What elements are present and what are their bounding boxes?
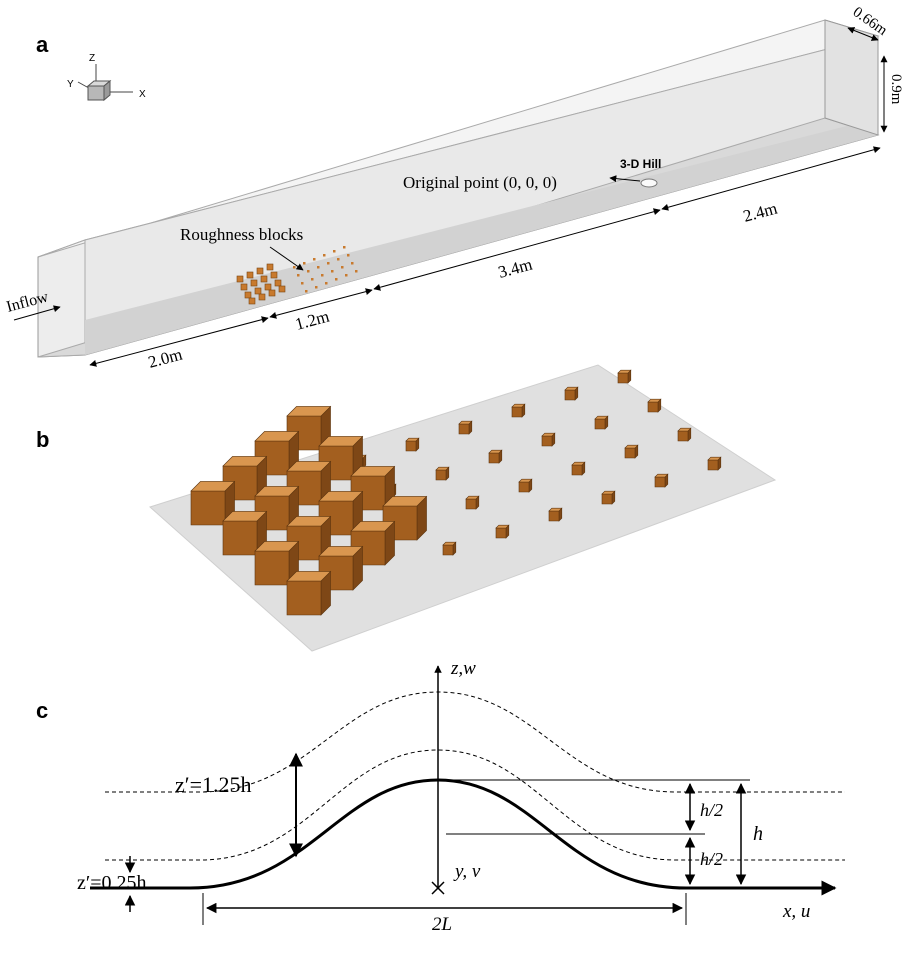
tunnel-dimensions (89, 27, 888, 367)
h-label: h (753, 823, 763, 845)
roughness-label: Roughness blocks (180, 225, 303, 244)
two-l-label: 2L (432, 914, 452, 935)
roughness-cube (654, 473, 669, 488)
roughness-cube (488, 449, 503, 464)
roughness-arrow (269, 246, 304, 271)
roughness-cube (541, 432, 556, 447)
axis-x-label: X (139, 89, 146, 100)
hill-label: 3-D Hill (620, 157, 661, 171)
roughness-cube (677, 427, 692, 442)
panel-label-c: c (36, 698, 48, 723)
dim-height: 0.9m (888, 74, 904, 105)
hill-profile (90, 665, 845, 925)
roughness-plate (149, 364, 777, 652)
z125-label: z′=1.25h (175, 772, 251, 797)
dim-2-4: 2.4m (741, 199, 779, 226)
axis-triad: X Y Z (67, 53, 146, 102)
roughness-cube (254, 485, 300, 531)
roughness-cube (707, 456, 722, 471)
roughness-cube (190, 480, 236, 526)
panel-label-a: a (36, 32, 49, 57)
hill-marker (640, 178, 658, 188)
roughness-cube (518, 478, 533, 493)
axis-z-label: Z (89, 53, 95, 64)
roughness-cube (564, 386, 579, 401)
z025-label: z′=0.25h (77, 872, 147, 894)
dim-1-2: 1.2m (293, 307, 331, 334)
dim-3-4: 3.4m (496, 255, 534, 282)
roughness-cube (511, 403, 526, 418)
roughness-cube (405, 437, 420, 452)
roughness-cube (435, 466, 450, 481)
roughness-cubes (190, 369, 722, 616)
z-axis-label: z,w (450, 658, 476, 679)
panel-label-b: b (36, 427, 49, 452)
roughness-cube (617, 369, 632, 384)
roughness-cube (495, 524, 510, 539)
roughness-cube (286, 570, 332, 616)
inflow-arrow (13, 305, 61, 321)
roughness-cube (601, 490, 616, 505)
roughness-cube (624, 444, 639, 459)
roughness-cube (458, 420, 473, 435)
roughness-cube (465, 495, 480, 510)
axis-y-label: Y (67, 79, 74, 90)
origin-arrow (609, 175, 641, 183)
y-label: y, v (453, 861, 481, 882)
h-half-label-2: h/2 (700, 849, 723, 869)
x-axis-label: x, u (782, 901, 810, 922)
roughness-cube (548, 507, 563, 522)
roughness-cube (594, 415, 609, 430)
roughness-cube (571, 461, 586, 476)
roughness-cube (647, 398, 662, 413)
origin-label: Original point (0, 0, 0) (403, 173, 557, 192)
h-half-label-1: h/2 (700, 800, 723, 820)
roughness-cube (442, 541, 457, 556)
